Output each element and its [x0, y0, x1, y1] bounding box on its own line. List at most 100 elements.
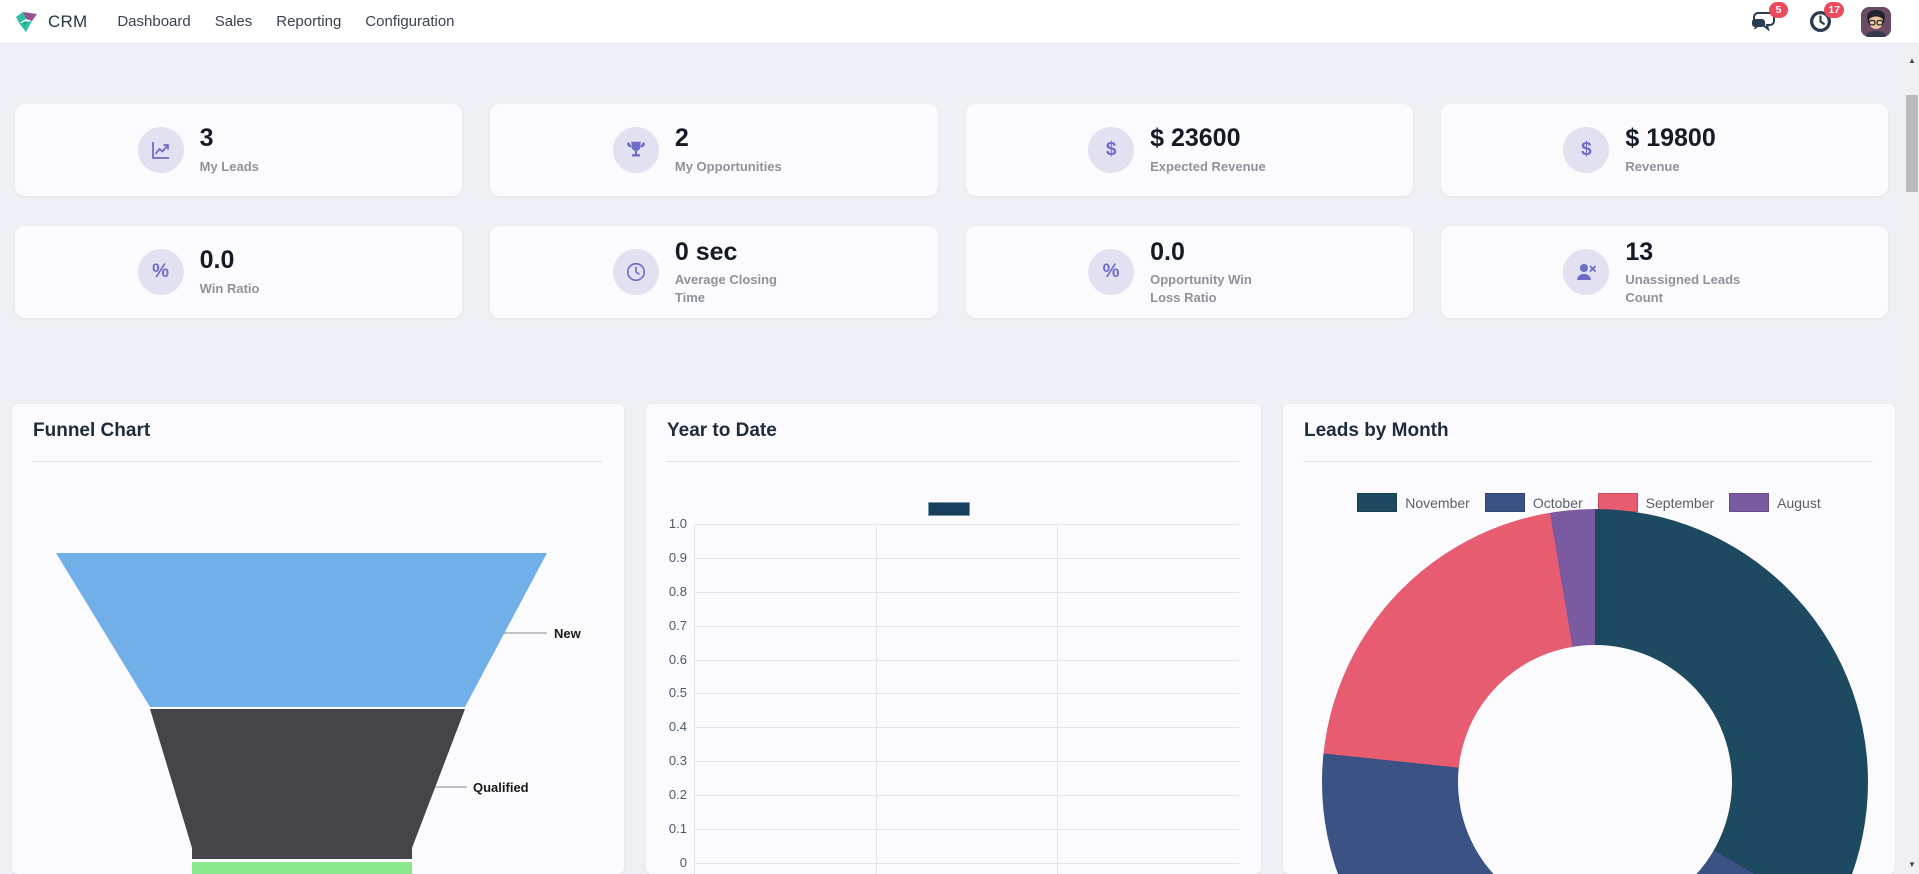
- clock-icon: [612, 249, 659, 295]
- legend-item-august[interactable]: August: [1729, 493, 1821, 512]
- y-tick: 0.5: [668, 685, 687, 700]
- kpi-card-unassigned-leads-count[interactable]: 13 Unassigned Leads Count: [1440, 226, 1888, 318]
- y-tick: 0.4: [668, 719, 687, 734]
- app-name: CRM: [48, 11, 88, 31]
- dollar-icon: $: [1088, 127, 1135, 173]
- legend-item-october[interactable]: October: [1484, 493, 1583, 512]
- kpi-value: $ 19800: [1625, 124, 1716, 153]
- kpi-label: My Leads: [199, 159, 259, 175]
- kpi-value: 13: [1625, 237, 1654, 266]
- y-tick: 0.6: [668, 652, 687, 667]
- y-tick: 1.0: [668, 516, 687, 531]
- kpi-value: 2: [674, 124, 689, 153]
- y-tick: 0.1: [668, 821, 687, 836]
- kpi-card-my-opportunities[interactable]: 2 My Opportunities: [490, 104, 938, 196]
- gridline: [694, 795, 1239, 796]
- y-tick: 0: [679, 855, 687, 870]
- year-to-date-panel: Year to Date 1.0 0.9 0.8 0.7 0.6 0.5 0.4…: [646, 404, 1261, 874]
- gridline: [694, 592, 1239, 593]
- charts-row: Funnel Chart New Qualified Year to Date …: [12, 404, 1895, 874]
- ytd-plot-area[interactable]: [694, 502, 1239, 874]
- scroll-up-icon[interactable]: ▲: [1908, 55, 1916, 65]
- divider: [666, 461, 1239, 462]
- gridline: [694, 524, 695, 874]
- funnel-label-new: New: [554, 626, 582, 641]
- gridline: [694, 558, 1239, 559]
- year-to-date-title: Year to Date: [667, 420, 777, 441]
- kpi-value: $ 23600: [1150, 124, 1241, 153]
- kpi-card-my-leads[interactable]: 3 My Leads: [15, 104, 463, 196]
- legend-swatch: [1484, 493, 1525, 512]
- kpi-label: Win Ratio: [199, 281, 260, 297]
- kpi-card-win-ratio[interactable]: % 0.0 Win Ratio: [15, 226, 463, 318]
- kpi-label: Expected Revenue: [1150, 159, 1266, 175]
- funnel-label-qualified: Qualified: [473, 780, 529, 795]
- y-tick: 0.2: [668, 787, 687, 802]
- funnel-stage-third: [192, 862, 412, 874]
- legend-label: November: [1405, 494, 1470, 511]
- activity-clock-icon: [1808, 9, 1833, 34]
- messages-button[interactable]: 5: [1749, 1, 1788, 37]
- y-tick: 0.7: [668, 618, 687, 633]
- gridline: [694, 761, 1239, 762]
- gridline: [694, 524, 1239, 525]
- kpi-card-opportunity-win-loss-ratio[interactable]: % 0.0 Opportunity Win Loss Ratio: [965, 226, 1413, 318]
- kpi-label: Opportunity Win Loss Ratio: [1150, 272, 1252, 305]
- gridline: [876, 524, 877, 874]
- app-brand[interactable]: CRM: [14, 10, 87, 34]
- trophy-icon: [612, 127, 659, 173]
- menu-dashboard[interactable]: Dashboard: [117, 13, 191, 30]
- funnel-stage-new: [56, 553, 547, 707]
- user-avatar[interactable]: [1861, 6, 1891, 37]
- legend-swatch: [1357, 493, 1398, 512]
- percent-icon: %: [1088, 249, 1135, 295]
- funnel-chart[interactable]: New Qualified: [44, 470, 616, 874]
- user-x-icon: [1563, 249, 1610, 295]
- legend-item-september[interactable]: September: [1597, 493, 1715, 512]
- kpi-label: Average Closing Time: [674, 272, 777, 305]
- gridline: [694, 660, 1239, 661]
- scroll-thumb[interactable]: [1906, 95, 1918, 192]
- kpi-value: 0 sec: [674, 237, 738, 266]
- kpi-label: Unassigned Leads Count: [1625, 272, 1741, 305]
- activities-badge: 17: [1824, 1, 1844, 18]
- kpi-card-expected-revenue[interactable]: $ $ 23600 Expected Revenue: [965, 104, 1413, 196]
- legend-item-november[interactable]: November: [1357, 493, 1470, 512]
- gridline: [694, 693, 1239, 694]
- legend-label: October: [1532, 494, 1583, 511]
- leads-by-month-panel: Leads by Month November October Septembe…: [1283, 404, 1895, 874]
- legend-label: August: [1777, 494, 1821, 511]
- funnel-stage-qualified: [150, 709, 465, 859]
- legend-swatch: [1729, 493, 1770, 512]
- y-tick: 0.8: [668, 584, 687, 599]
- donut-chart[interactable]: [1322, 509, 1868, 874]
- y-tick: 0.3: [668, 753, 687, 768]
- kpi-card-revenue[interactable]: $ $ 19800 Revenue: [1440, 104, 1888, 196]
- gridline: [1057, 524, 1058, 874]
- menu-reporting[interactable]: Reporting: [276, 13, 342, 30]
- kpi-label: Revenue: [1625, 159, 1680, 175]
- funnel-chart-title: Funnel Chart: [33, 420, 151, 441]
- line-chart-icon: [137, 127, 184, 173]
- crm-logo-icon: [14, 10, 40, 34]
- kpi-card-average-closing-time[interactable]: 0 sec Average Closing Time: [490, 226, 938, 318]
- legend-label: September: [1645, 494, 1715, 511]
- scroll-down-icon[interactable]: ▼: [1908, 859, 1916, 869]
- funnel-chart-panel: Funnel Chart New Qualified: [12, 404, 624, 874]
- leads-by-month-title: Leads by Month: [1304, 420, 1449, 441]
- messages-badge: 5: [1769, 1, 1788, 18]
- activities-button[interactable]: 17: [1805, 1, 1844, 37]
- divider: [1303, 461, 1873, 462]
- gridline: [694, 863, 1239, 864]
- dollar-icon: $: [1563, 127, 1610, 173]
- menu-sales[interactable]: Sales: [214, 13, 253, 30]
- kpi-label: My Opportunities: [674, 159, 782, 175]
- donut-legend: November October September August: [1283, 493, 1895, 512]
- y-tick: 0.9: [668, 550, 687, 565]
- main-menu: Dashboard Sales Reporting Configuration: [105, 0, 466, 43]
- kpi-value: 3: [199, 124, 214, 153]
- percent-icon: %: [137, 249, 184, 295]
- ytd-bar[interactable]: [928, 502, 970, 516]
- menu-configuration[interactable]: Configuration: [365, 13, 455, 30]
- navbar-right: 5 17: [1749, 1, 1905, 37]
